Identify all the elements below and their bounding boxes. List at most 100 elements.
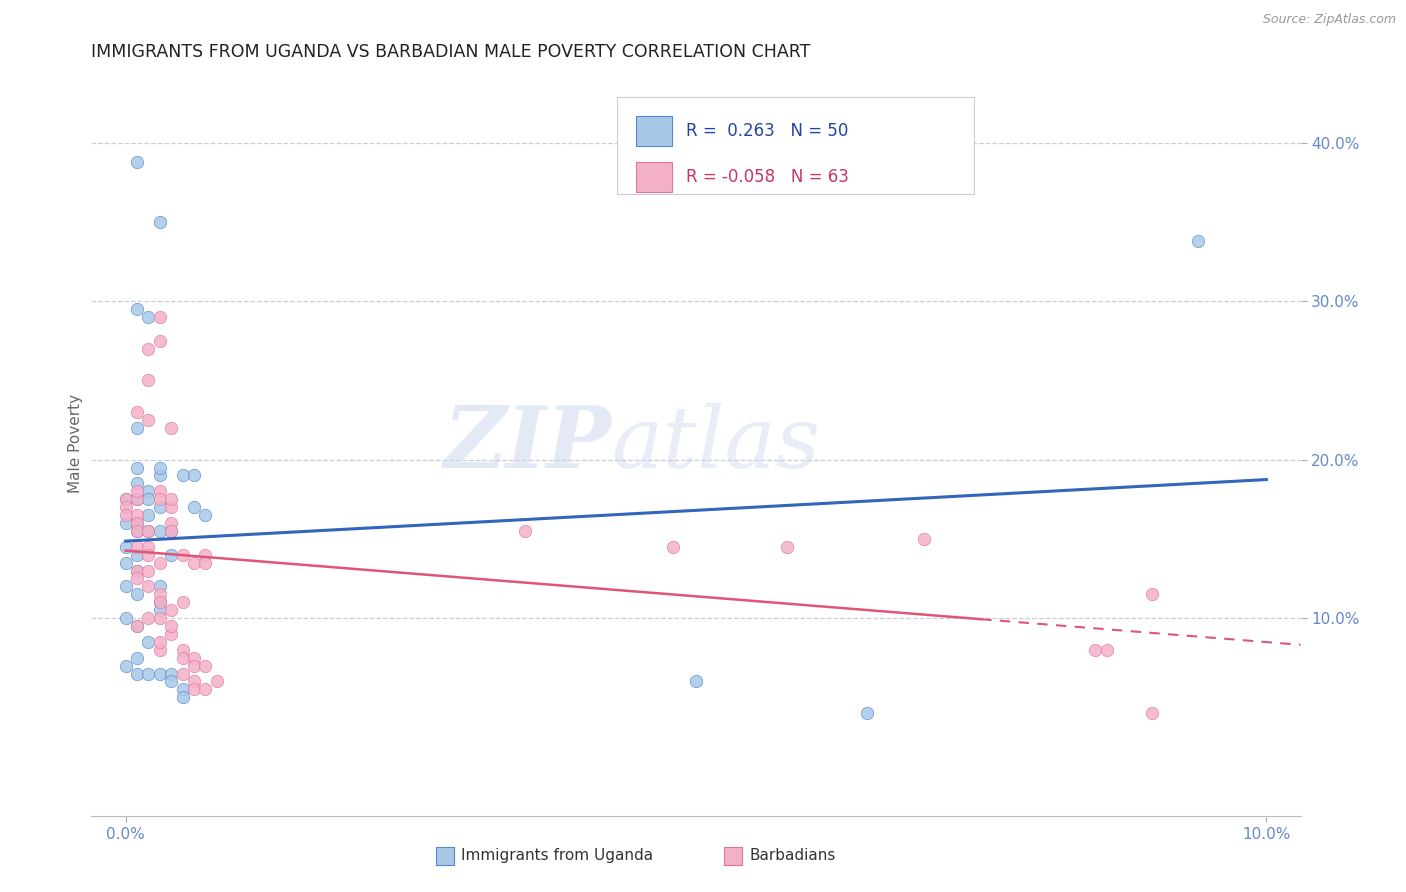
Point bbox=[138, 484, 160, 499]
Text: atlas: atlas bbox=[612, 402, 821, 485]
Point bbox=[138, 611, 160, 625]
Point bbox=[138, 635, 160, 649]
Point bbox=[183, 674, 205, 689]
Point bbox=[776, 540, 799, 554]
Point bbox=[114, 611, 136, 625]
Point bbox=[149, 500, 172, 515]
Point bbox=[125, 548, 148, 562]
Text: Barbadians: Barbadians bbox=[749, 848, 835, 863]
Point bbox=[149, 603, 172, 617]
Point bbox=[149, 215, 172, 229]
Point bbox=[183, 500, 205, 515]
Point bbox=[160, 627, 183, 641]
Point bbox=[114, 492, 136, 507]
Point bbox=[172, 682, 194, 697]
Point bbox=[172, 650, 194, 665]
Point bbox=[160, 619, 183, 633]
Point bbox=[160, 524, 183, 538]
Point bbox=[194, 548, 217, 562]
Point bbox=[125, 516, 148, 530]
Point bbox=[194, 508, 217, 522]
Point bbox=[125, 524, 148, 538]
Point bbox=[1142, 706, 1164, 721]
Bar bbox=[636, 117, 672, 146]
Point bbox=[125, 587, 148, 601]
Point bbox=[138, 342, 160, 356]
Point bbox=[125, 492, 148, 507]
Point bbox=[149, 579, 172, 593]
Point bbox=[125, 666, 148, 681]
Point bbox=[183, 682, 205, 697]
Point bbox=[172, 690, 194, 705]
Point bbox=[1187, 234, 1209, 248]
Point bbox=[125, 476, 148, 491]
Point bbox=[194, 682, 217, 697]
Point bbox=[114, 579, 136, 593]
Point bbox=[125, 619, 148, 633]
Text: R =  0.263   N = 50: R = 0.263 N = 50 bbox=[686, 122, 849, 140]
Point bbox=[138, 524, 160, 538]
Point bbox=[149, 642, 172, 657]
Point bbox=[160, 421, 183, 435]
Point bbox=[125, 650, 148, 665]
Point bbox=[125, 421, 148, 435]
Point bbox=[114, 516, 136, 530]
Point bbox=[149, 484, 172, 499]
Point bbox=[114, 500, 136, 515]
Point bbox=[125, 564, 148, 578]
Point bbox=[205, 674, 228, 689]
Point bbox=[183, 658, 205, 673]
Point bbox=[194, 556, 217, 570]
Point bbox=[138, 373, 160, 387]
Point bbox=[160, 548, 183, 562]
Point bbox=[160, 500, 183, 515]
Point bbox=[114, 556, 136, 570]
Point bbox=[149, 595, 172, 609]
Point bbox=[172, 548, 194, 562]
Point bbox=[194, 658, 217, 673]
Point bbox=[138, 508, 160, 522]
Point bbox=[912, 532, 935, 546]
Point bbox=[149, 635, 172, 649]
Point bbox=[160, 603, 183, 617]
Point bbox=[662, 540, 685, 554]
Point bbox=[138, 413, 160, 427]
Point bbox=[513, 524, 536, 538]
Point bbox=[172, 642, 194, 657]
Point bbox=[149, 587, 172, 601]
Point bbox=[125, 154, 148, 169]
Point bbox=[125, 492, 148, 507]
Point bbox=[172, 468, 194, 483]
Point bbox=[125, 524, 148, 538]
Bar bbox=[636, 162, 672, 192]
Point bbox=[114, 540, 136, 554]
Point bbox=[125, 540, 148, 554]
Point bbox=[138, 579, 160, 593]
Point bbox=[138, 666, 160, 681]
Point bbox=[125, 619, 148, 633]
Point bbox=[685, 674, 707, 689]
Point bbox=[149, 492, 172, 507]
Point bbox=[138, 564, 160, 578]
Point bbox=[114, 508, 136, 522]
Text: ZIP: ZIP bbox=[443, 402, 612, 485]
Point bbox=[160, 516, 183, 530]
Point bbox=[183, 556, 205, 570]
Point bbox=[149, 310, 172, 324]
Point bbox=[149, 524, 172, 538]
Point bbox=[160, 524, 183, 538]
Text: R = -0.058   N = 63: R = -0.058 N = 63 bbox=[686, 168, 849, 186]
Point bbox=[149, 460, 172, 475]
Point bbox=[125, 301, 148, 316]
Point bbox=[125, 564, 148, 578]
Point bbox=[125, 516, 148, 530]
Point bbox=[160, 492, 183, 507]
Point bbox=[149, 334, 172, 348]
Point bbox=[1095, 642, 1118, 657]
Text: Immigrants from Uganda: Immigrants from Uganda bbox=[461, 848, 654, 863]
Point bbox=[138, 492, 160, 507]
Point bbox=[160, 666, 183, 681]
Text: IMMIGRANTS FROM UGANDA VS BARBADIAN MALE POVERTY CORRELATION CHART: IMMIGRANTS FROM UGANDA VS BARBADIAN MALE… bbox=[91, 44, 811, 62]
Point bbox=[149, 556, 172, 570]
Point bbox=[149, 666, 172, 681]
